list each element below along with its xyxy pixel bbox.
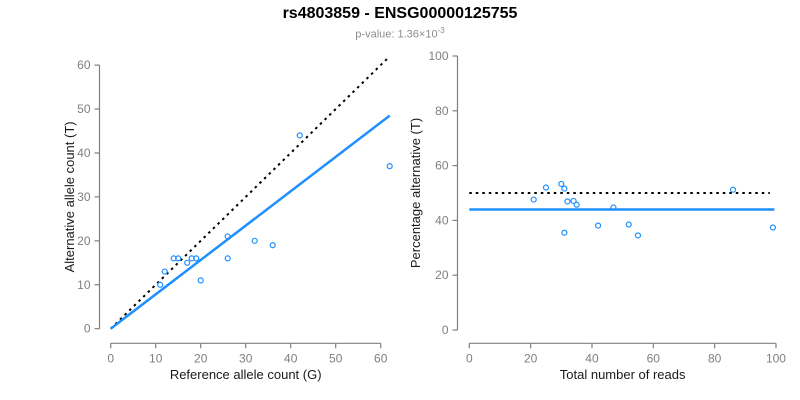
x-tick-label: 0 <box>466 351 473 365</box>
y-tick-label: 40 <box>435 213 449 227</box>
data-point <box>157 281 164 288</box>
x-tick-label: 80 <box>708 351 722 365</box>
y-tick-label: 20 <box>435 268 449 282</box>
right-scatter-percentage-reads: 0 20 40 60 80 100 0 20 40 60 80 100 Total number of … <box>408 49 786 382</box>
data-point <box>386 163 393 170</box>
x-tick-label: 60 <box>374 351 388 365</box>
x-tick-label: 30 <box>239 351 253 365</box>
data-point <box>193 255 200 262</box>
x-tick-label: 40 <box>284 351 298 365</box>
y-tick-label: 0 <box>442 323 449 337</box>
data-point <box>224 233 231 240</box>
data-point <box>530 196 537 203</box>
y-tick-label: 0 <box>84 322 91 336</box>
y-axis-title: Percentage alternative (T) <box>408 118 423 268</box>
figure-subtitle: p-value: 1.36×10-3 <box>0 26 800 41</box>
pvalue-exponent: -3 <box>437 26 445 35</box>
left-scatter-allele-counts: 0 10 20 30 40 50 60 0 10 20 30 40 50 60 Reference alle… <box>62 55 393 382</box>
data-point <box>561 185 568 192</box>
data-point <box>269 242 276 249</box>
y-tick-label: 20 <box>77 234 91 248</box>
x-tick-label: 10 <box>149 351 163 365</box>
data-point <box>175 255 182 262</box>
data-point <box>573 201 580 208</box>
identity-line <box>110 55 391 330</box>
data-point <box>595 222 602 229</box>
data-point <box>296 132 303 139</box>
data-point <box>610 204 617 211</box>
data-point <box>634 232 642 239</box>
data-point <box>561 229 568 236</box>
data-point <box>769 224 777 231</box>
x-axis-title: Total number of reads <box>560 367 686 382</box>
y-tick-label: 10 <box>77 278 91 292</box>
pvalue-mantissa: 1.36×10 <box>397 28 438 41</box>
figure-title: rs4803859 - ENSG00000125755 <box>282 5 518 22</box>
data-point <box>251 237 258 244</box>
y-tick-label: 80 <box>435 104 449 118</box>
data-point <box>224 255 231 262</box>
y-tick-label: 60 <box>435 159 449 173</box>
y-tick-label: 50 <box>77 102 91 116</box>
data-point <box>564 198 571 205</box>
data-point <box>184 259 191 266</box>
data-point <box>625 221 632 228</box>
data-point <box>161 268 168 275</box>
x-tick-label: 50 <box>329 351 343 365</box>
x-tick-label: 0 <box>107 351 114 365</box>
data-point <box>542 184 550 191</box>
x-tick-label: 20 <box>194 351 208 365</box>
x-tick-label: 100 <box>766 351 786 365</box>
y-tick-label: 60 <box>77 58 91 72</box>
x-axis-title: Reference allele count (G) <box>170 367 322 382</box>
y-axis-title: Alternative allele count (T) <box>62 121 77 272</box>
y-tick-label: 40 <box>77 146 91 160</box>
y-tick-label: 30 <box>77 190 91 204</box>
data-point <box>558 180 565 188</box>
x-tick-label: 20 <box>524 351 538 365</box>
data-point <box>570 197 577 205</box>
x-tick-label: 60 <box>647 351 661 365</box>
pvalue-label: p-value: <box>355 28 398 41</box>
data-point <box>729 186 737 193</box>
x-tick-label: 40 <box>585 351 599 365</box>
data-point <box>197 277 204 284</box>
regression-line <box>109 114 391 330</box>
y-tick-label: 100 <box>428 49 448 63</box>
